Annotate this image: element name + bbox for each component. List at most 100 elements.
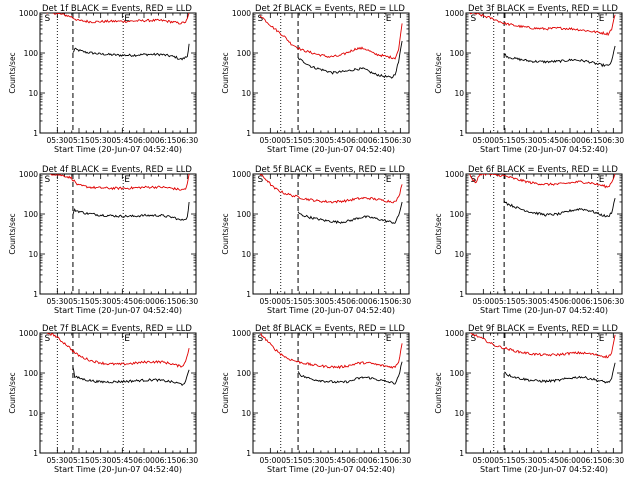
x-tick-label: 06:30 bbox=[177, 456, 199, 465]
x-tick-label: 05:15 bbox=[494, 456, 516, 465]
end-marker: E bbox=[124, 14, 130, 24]
plot-frame bbox=[39, 332, 197, 454]
series-group bbox=[259, 15, 403, 79]
x-tick-label: 05:45 bbox=[325, 297, 347, 306]
y-tick-label: 100 bbox=[24, 49, 39, 58]
x-tick-label: 06:15 bbox=[155, 456, 177, 465]
chart-title: Det 2f BLACK = Events, RED = LLD bbox=[255, 4, 405, 14]
y-tick-label: 1000 bbox=[19, 170, 38, 179]
end-marker: E bbox=[386, 14, 392, 24]
chart-title: Det 6f BLACK = Events, RED = LLD bbox=[468, 165, 618, 175]
end-marker: E bbox=[386, 334, 392, 344]
end-marker: E bbox=[599, 14, 605, 24]
lld-series-line bbox=[259, 174, 403, 204]
y-tick-label: 1 bbox=[459, 290, 464, 299]
y-axis-label: Counts/sec bbox=[8, 213, 17, 254]
events-series-line bbox=[503, 45, 616, 68]
events-series-line bbox=[72, 366, 190, 387]
x-tick-label: 05:30 bbox=[47, 136, 69, 145]
x-tick-label: 06:30 bbox=[603, 297, 625, 306]
start-marker: S bbox=[44, 14, 50, 24]
x-tick-label: 06:15 bbox=[581, 297, 603, 306]
events-series-line bbox=[503, 362, 616, 384]
y-tick-label: 100 bbox=[237, 210, 252, 219]
plot-frame bbox=[465, 12, 623, 134]
start-marker: S bbox=[470, 334, 476, 344]
x-tick-label: 05:00 bbox=[260, 456, 282, 465]
x-tick-label: 06:30 bbox=[177, 297, 199, 306]
chart-panel-2: Det 2f BLACK = Events, RED = LLD 1 10 100 10… bbox=[221, 4, 411, 154]
y-tick-label: 1000 bbox=[19, 329, 38, 338]
x-tick-label: 05:15 bbox=[281, 297, 303, 306]
start-marker: S bbox=[470, 14, 476, 24]
x-tick-label: 05:00 bbox=[260, 136, 282, 145]
y-tick-label: 1 bbox=[246, 449, 251, 458]
series-group bbox=[469, 174, 616, 218]
lld-series-line bbox=[469, 174, 616, 189]
x-axis-label: Start Time (20-Jun-07 04:52:40) bbox=[480, 306, 608, 315]
x-tick-label: 05:00 bbox=[473, 297, 495, 306]
chart-panel-8: Det 8f BLACK = Events, RED = LLD 1 10 100 10… bbox=[221, 324, 411, 474]
chart-title: Det 4f BLACK = Events, RED = LLD bbox=[42, 165, 192, 175]
x-tick-label: 06:00 bbox=[346, 136, 368, 145]
x-axis-label: Start Time (20-Jun-07 04:52:40) bbox=[480, 465, 608, 474]
x-tick-label: 06:15 bbox=[155, 136, 177, 145]
events-series-line bbox=[503, 197, 616, 218]
chart-panel-4: Det 4f BLACK = Events, RED = LLD 1 10 100 10… bbox=[8, 165, 198, 315]
y-tick-label: 10 bbox=[454, 250, 464, 259]
x-tick-label: 05:15 bbox=[68, 136, 90, 145]
series-group bbox=[469, 333, 616, 384]
chart-title: Det 9f BLACK = Events, RED = LLD bbox=[468, 324, 618, 334]
chart-title: Det 8f BLACK = Events, RED = LLD bbox=[255, 324, 405, 334]
lld-series-line bbox=[469, 333, 616, 359]
events-series-line bbox=[297, 201, 403, 225]
y-tick-label: 1000 bbox=[232, 9, 251, 18]
y-axis-label: Counts/sec bbox=[221, 213, 230, 254]
x-tick-label: 05:15 bbox=[281, 136, 303, 145]
x-tick-label: 05:45 bbox=[538, 297, 560, 306]
y-tick-label: 10 bbox=[241, 89, 251, 98]
y-tick-label: 100 bbox=[450, 49, 465, 58]
x-tick-label: 06:00 bbox=[559, 297, 581, 306]
x-axis-label: Start Time (20-Jun-07 04:52:40) bbox=[54, 465, 182, 474]
events-series-line bbox=[297, 40, 403, 79]
x-tick-label: 05:30 bbox=[90, 136, 112, 145]
start-marker: S bbox=[257, 175, 263, 185]
x-tick-label: 06:00 bbox=[133, 456, 155, 465]
y-tick-label: 100 bbox=[237, 49, 252, 58]
x-tick-label: 06:15 bbox=[368, 136, 390, 145]
x-tick-label: 06:00 bbox=[346, 297, 368, 306]
x-tick-label: 05:30 bbox=[90, 297, 112, 306]
y-tick-label: 10 bbox=[241, 409, 251, 418]
y-tick-label: 100 bbox=[237, 369, 252, 378]
y-tick-label: 1 bbox=[459, 449, 464, 458]
x-tick-label: 05:30 bbox=[516, 456, 538, 465]
x-tick-label: 06:30 bbox=[390, 297, 412, 306]
y-tick-label: 10 bbox=[28, 409, 38, 418]
y-tick-label: 1000 bbox=[445, 170, 464, 179]
x-axis-label: Start Time (20-Jun-07 04:52:40) bbox=[267, 465, 395, 474]
x-tick-label: 05:30 bbox=[303, 456, 325, 465]
x-tick-label: 06:00 bbox=[133, 297, 155, 306]
plot-frame bbox=[252, 12, 410, 134]
plot-frame bbox=[465, 332, 623, 454]
series-group bbox=[47, 174, 190, 221]
plot-frame bbox=[465, 173, 623, 295]
x-tick-label: 05:15 bbox=[68, 456, 90, 465]
x-tick-label: 05:45 bbox=[325, 136, 347, 145]
y-tick-label: 1 bbox=[33, 449, 38, 458]
chart-panel-5: Det 5f BLACK = Events, RED = LLD 1 10 100 10… bbox=[221, 165, 411, 315]
x-axis-label: Start Time (20-Jun-07 04:52:40) bbox=[54, 306, 182, 315]
y-axis-label: Counts/sec bbox=[221, 372, 230, 413]
chart-title: Det 1f BLACK = Events, RED = LLD bbox=[42, 4, 192, 14]
end-marker: E bbox=[124, 334, 130, 344]
x-tick-label: 05:45 bbox=[112, 297, 134, 306]
y-tick-label: 1 bbox=[246, 290, 251, 299]
x-tick-label: 06:30 bbox=[390, 456, 412, 465]
x-tick-label: 05:45 bbox=[538, 456, 560, 465]
y-tick-label: 10 bbox=[454, 409, 464, 418]
x-tick-label: 06:15 bbox=[368, 456, 390, 465]
plot-frame bbox=[252, 173, 410, 295]
y-tick-label: 10 bbox=[28, 89, 38, 98]
